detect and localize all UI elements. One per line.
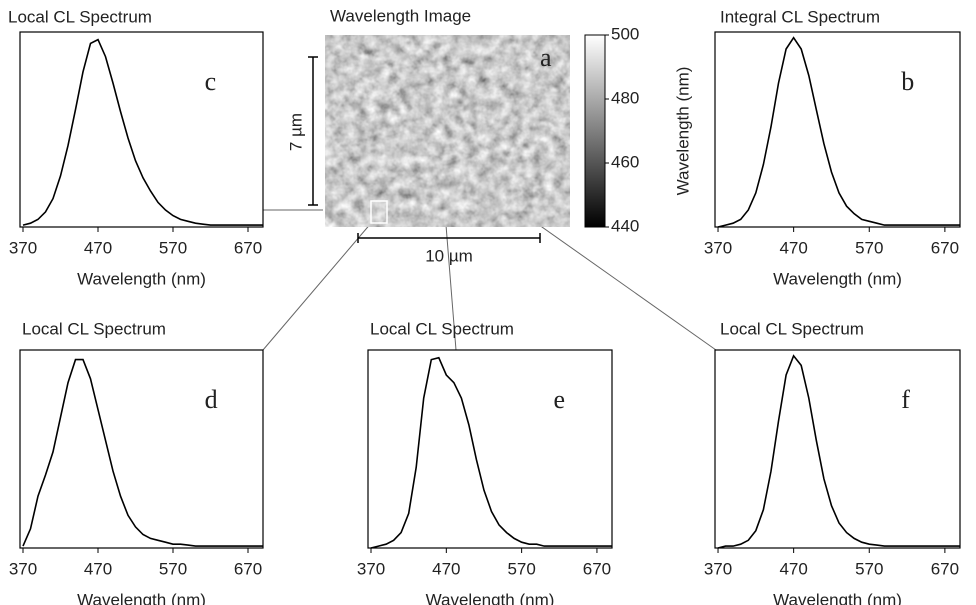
x-tick-label: 570 — [855, 238, 883, 257]
x-tick-label: 670 — [234, 238, 262, 257]
spectrum-line — [718, 38, 960, 227]
x-tick-label: 370 — [704, 238, 732, 257]
figure: 7 µm 10 µm Wavelength Image a 440 460 480 500… — [0, 0, 976, 605]
panel-letter: a — [540, 43, 552, 72]
panel-letter: b — [901, 67, 914, 96]
colorbar-tick-label: 440 — [611, 216, 639, 235]
spectrum-line — [23, 40, 263, 226]
x-tick-label: 370 — [704, 559, 732, 578]
colorbar-tick-label: 480 — [611, 88, 639, 107]
x-axis-label: Wavelength (nm) — [773, 269, 902, 288]
x-axis-label: Wavelength (nm) — [426, 590, 555, 605]
x-tick-label: 370 — [9, 559, 37, 578]
panel-title: Local CL Spectrum — [370, 319, 514, 338]
page: 7 µm 10 µm Wavelength Image a 440 460 480 500… — [0, 0, 976, 605]
x-tick-label: 470 — [432, 559, 460, 578]
x-tick-label: 570 — [159, 238, 187, 257]
colorbar-tick-label: 460 — [611, 152, 639, 171]
x-tick-label: 570 — [507, 559, 535, 578]
spectrum-line — [718, 356, 960, 548]
x-axis-label: Wavelength (nm) — [77, 269, 206, 288]
plot-frame — [715, 32, 960, 227]
panel-title: Local CL Spectrum — [22, 319, 166, 338]
plot-frame — [368, 350, 612, 548]
panel-letter: f — [901, 385, 910, 414]
spectrum-line — [371, 358, 612, 548]
colorbar-tick-label: 500 — [611, 24, 639, 43]
x-tick-label: 470 — [779, 238, 807, 257]
panel-title: Local CL Spectrum — [720, 319, 864, 338]
panel-letter: e — [553, 385, 565, 414]
x-tick-label: 670 — [583, 559, 611, 578]
x-tick-label: 370 — [357, 559, 385, 578]
plot-frame — [20, 32, 263, 227]
spectrum-line — [23, 360, 263, 546]
panel-letter: c — [205, 67, 217, 96]
x-tick-label: 470 — [84, 559, 112, 578]
x-tick-label: 670 — [931, 559, 959, 578]
x-tick-label: 570 — [159, 559, 187, 578]
panel-title: Local CL Spectrum — [8, 7, 152, 26]
panel-title: Wavelength Image — [330, 6, 471, 25]
scale-label: 10 µm — [425, 246, 473, 265]
plot-frame — [20, 350, 263, 548]
x-axis-label: Wavelength (nm) — [77, 590, 206, 605]
connector — [263, 222, 372, 350]
colorbar — [585, 35, 605, 227]
x-axis-label: Wavelength (nm) — [773, 590, 902, 605]
scale-label: 7 µm — [286, 113, 305, 151]
x-tick-label: 470 — [779, 559, 807, 578]
colorbar-label: Wavelength (nm) — [673, 67, 692, 196]
x-tick-label: 470 — [84, 238, 112, 257]
panel-letter: d — [205, 385, 218, 414]
wavelength-image — [325, 35, 570, 227]
x-tick-label: 570 — [855, 559, 883, 578]
panel-title: Integral CL Spectrum — [720, 7, 880, 26]
x-tick-label: 670 — [931, 238, 959, 257]
x-tick-label: 670 — [234, 559, 262, 578]
x-tick-label: 370 — [9, 238, 37, 257]
